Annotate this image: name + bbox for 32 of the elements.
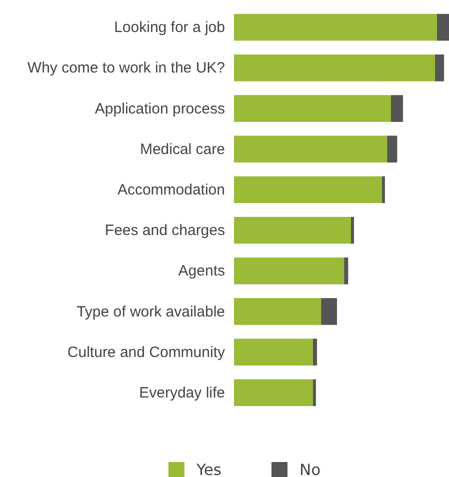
bar	[234, 258, 344, 284]
bar	[234, 379, 313, 406]
y-tick-label: Everyday life	[139, 384, 225, 402]
bar	[344, 258, 348, 284]
bar	[387, 136, 398, 162]
y-tick-label: Why come to work in the UK?	[27, 60, 225, 77]
y-tick-label: Culture and Community	[67, 344, 226, 361]
bar	[234, 338, 313, 366]
legend-label: Yes	[195, 461, 222, 477]
bar	[234, 14, 437, 41]
bar	[436, 14, 449, 41]
bar	[234, 176, 382, 204]
bar	[321, 298, 337, 325]
y-tick-label: Agents	[178, 262, 225, 280]
bar	[435, 54, 444, 82]
bar	[382, 176, 385, 204]
bar	[234, 54, 436, 82]
bar	[234, 95, 391, 122]
bar	[234, 298, 322, 325]
y-tick-label: Accommodation	[117, 182, 225, 198]
y-tick-label: Type of work available	[76, 303, 225, 320]
bar	[234, 216, 351, 244]
legend-label: No	[299, 461, 321, 477]
bar	[234, 136, 388, 162]
y-tick-label: Medical care	[140, 140, 225, 158]
bar	[312, 379, 316, 406]
y-tick-label: Looking for a job	[114, 19, 225, 36]
y-tick-label: Fees and charges	[104, 222, 225, 240]
bar	[350, 216, 354, 244]
bar	[390, 95, 403, 122]
bar	[312, 338, 317, 366]
y-tick-label: Application process	[94, 100, 225, 118]
